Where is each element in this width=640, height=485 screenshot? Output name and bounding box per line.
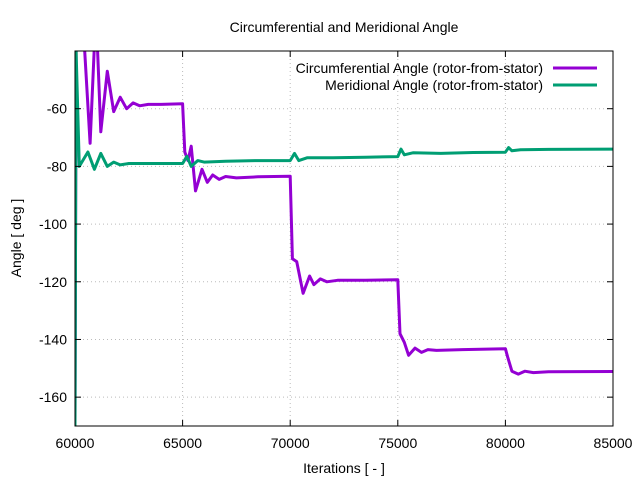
- grid: [75, 51, 613, 426]
- y-tick-label: -140: [39, 331, 67, 347]
- y-tick-label: -120: [39, 274, 67, 290]
- x-tick-label: 75000: [378, 435, 417, 451]
- legend: Circumferential Angle (rotor-from-stator…: [296, 60, 597, 93]
- ticks: 60000 65000 70000 75000 80000 85000 -160 -140 -1…: [39, 51, 633, 451]
- x-axis-label: Iterations [ - ]: [303, 460, 385, 476]
- series-line-0: [75, 51, 613, 426]
- y-axis-label: Angle [ deg ]: [8, 199, 24, 278]
- y-tick-label: -60: [47, 101, 67, 117]
- plot-frame: [74, 50, 614, 427]
- x-tick-label: 65000: [163, 435, 202, 451]
- legend-label-1: Meridional Angle (rotor-from-stator): [325, 77, 543, 93]
- series-group: [75, 51, 613, 426]
- x-tick-label: 85000: [594, 435, 633, 451]
- x-tick-label: 70000: [271, 435, 310, 451]
- legend-label-0: Circumferential Angle (rotor-from-stator…: [296, 60, 543, 76]
- y-tick-label: -80: [47, 158, 67, 174]
- y-tick-label: -160: [39, 389, 67, 405]
- chart-title: Circumferential and Meridional Angle: [230, 19, 459, 35]
- x-tick-label: 80000: [486, 435, 525, 451]
- y-tick-label: -100: [39, 216, 67, 232]
- series-line-1: [75, 51, 613, 426]
- x-tick-label: 60000: [56, 435, 95, 451]
